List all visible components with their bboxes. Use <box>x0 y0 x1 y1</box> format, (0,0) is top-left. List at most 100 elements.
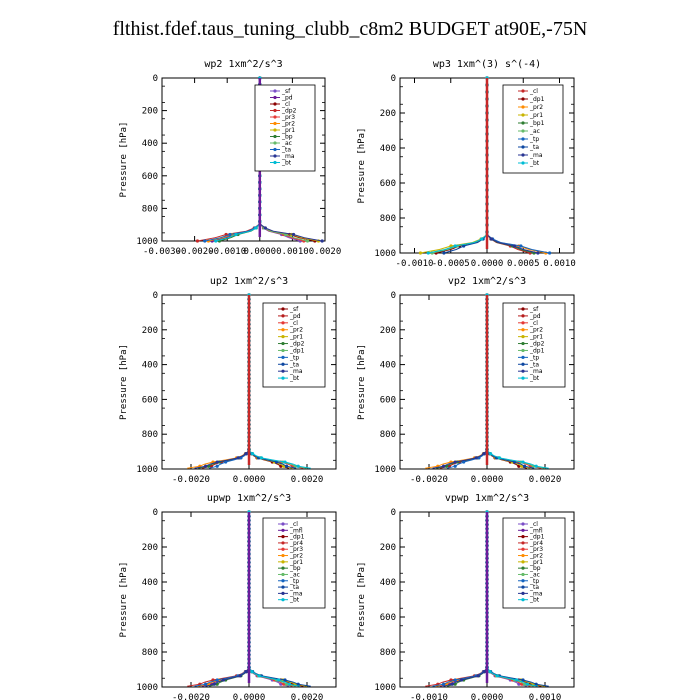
x-tick-label: 0.0020 <box>291 693 324 700</box>
series-line <box>211 78 261 242</box>
y-tick-label: 600 <box>142 172 158 182</box>
legend-marker <box>521 97 525 101</box>
legend-marker <box>521 541 525 545</box>
legend-label: _pr3 <box>281 114 295 121</box>
legend-marker <box>281 579 285 583</box>
series-line <box>201 295 250 469</box>
series-line <box>208 512 250 687</box>
y-tick-label: 400 <box>380 578 396 588</box>
data-point <box>525 682 530 686</box>
y-tick-label: 0 <box>391 74 396 84</box>
y-tick-label: 800 <box>380 430 396 440</box>
y-tick-label: 200 <box>142 543 158 553</box>
y-tick-label: 0 <box>153 508 158 518</box>
legend-marker <box>521 362 525 366</box>
x-tick-label: 0.0010 <box>529 693 562 700</box>
legend-marker <box>521 348 525 353</box>
legend-label: _bt <box>529 597 540 604</box>
y-tick-label: 1000 <box>374 683 396 693</box>
page-title: flthist.fdef.taus_tuning_clubb_c8m2 BUDG… <box>112 18 588 40</box>
data-point <box>453 460 457 464</box>
x-tick-label: -0.0010 <box>396 259 434 269</box>
y-tick-label: 0 <box>153 291 158 301</box>
legend-marker <box>281 522 285 526</box>
legend-box <box>502 84 564 174</box>
x-tick-label: -0.0005 <box>432 259 470 269</box>
legend-marker <box>281 321 285 325</box>
series-line <box>439 295 488 469</box>
legend-marker <box>281 376 285 380</box>
legend-label: _dp1 <box>289 347 305 354</box>
legend-marker <box>281 560 285 564</box>
x-tick-label: 0.0010 <box>543 259 576 269</box>
data-point <box>453 244 457 248</box>
legend-label: _cl <box>529 88 538 95</box>
y-axis-label: Pressure [hPa] <box>357 562 367 638</box>
legend-marker <box>521 572 525 577</box>
data-point <box>450 682 454 686</box>
legend-marker <box>521 585 525 589</box>
legend-marker <box>281 369 285 373</box>
data-point <box>259 456 264 460</box>
y-tick-label: 200 <box>142 107 158 117</box>
series-line <box>201 512 250 687</box>
legend-label: _cl <box>529 320 538 327</box>
legend-label: _pr4 <box>289 540 303 547</box>
legend-marker <box>273 89 277 93</box>
y-tick-label: 400 <box>380 361 396 371</box>
legend-label: _pd <box>281 95 293 102</box>
legend-label: _ta <box>529 584 539 591</box>
data-point <box>418 251 423 255</box>
data-point <box>462 460 466 464</box>
legend-marker <box>281 348 285 353</box>
legend-label: _mfl <box>289 527 303 534</box>
legend-label: _tp <box>529 354 539 361</box>
legend-label: _pd <box>529 313 541 320</box>
data-point <box>195 239 200 243</box>
data-point <box>244 452 248 456</box>
legend-label: _ac <box>529 571 540 578</box>
x-tick-label: 0.0000 <box>233 693 266 700</box>
legend-label: _pr3 <box>289 546 303 553</box>
legend-marker <box>521 566 525 570</box>
legend-label: _cl <box>529 521 538 528</box>
data-point <box>236 456 240 460</box>
legend-marker <box>521 598 525 602</box>
x-tick-label: -0.0020 <box>410 475 448 485</box>
x-tick-label: 0.0005 <box>507 259 540 269</box>
data-point <box>287 682 292 686</box>
data-point <box>515 678 519 682</box>
legend-marker <box>521 137 525 141</box>
legend-label: _dp1 <box>289 534 305 541</box>
legend-marker <box>521 341 525 346</box>
series-line <box>194 512 250 687</box>
legend-label: _tp <box>529 578 539 585</box>
data-point <box>215 678 219 682</box>
legend-label: _ac <box>289 571 300 578</box>
data-point <box>426 251 430 255</box>
y-tick-label: 200 <box>142 326 158 336</box>
legend-label: _pr1 <box>289 334 303 341</box>
legend: _cl_mfl_dp1_pr4_pr3_pr2_pr1_bp_ac_tp_ta_… <box>502 517 566 609</box>
series-line <box>204 78 261 242</box>
legend-label: _pr1 <box>529 112 543 119</box>
legend-marker <box>273 141 277 145</box>
series-line <box>194 295 250 469</box>
chart-title: upwp 1xm^2/s^3 <box>207 493 291 504</box>
y-tick-label: 400 <box>142 578 158 588</box>
chart-title: vp2 1xm^2/s^3 <box>448 276 526 287</box>
series-line <box>198 295 250 469</box>
x-tick-label: 0.0020 <box>291 475 324 485</box>
data-point <box>251 452 255 456</box>
x-tick-label: 0.0000 <box>244 247 277 257</box>
series-line <box>435 78 488 254</box>
chart-title: vpwp 1xm^2/s^3 <box>445 493 529 504</box>
data-point <box>203 239 207 243</box>
legend-marker <box>521 307 525 311</box>
data-point <box>203 464 208 468</box>
legend-label: _ma <box>289 368 303 375</box>
legend-label: _ta <box>529 361 539 368</box>
x-tick-label: 0.0010 <box>276 247 309 257</box>
data-point <box>203 682 208 686</box>
y-tick-label: 600 <box>142 613 158 623</box>
